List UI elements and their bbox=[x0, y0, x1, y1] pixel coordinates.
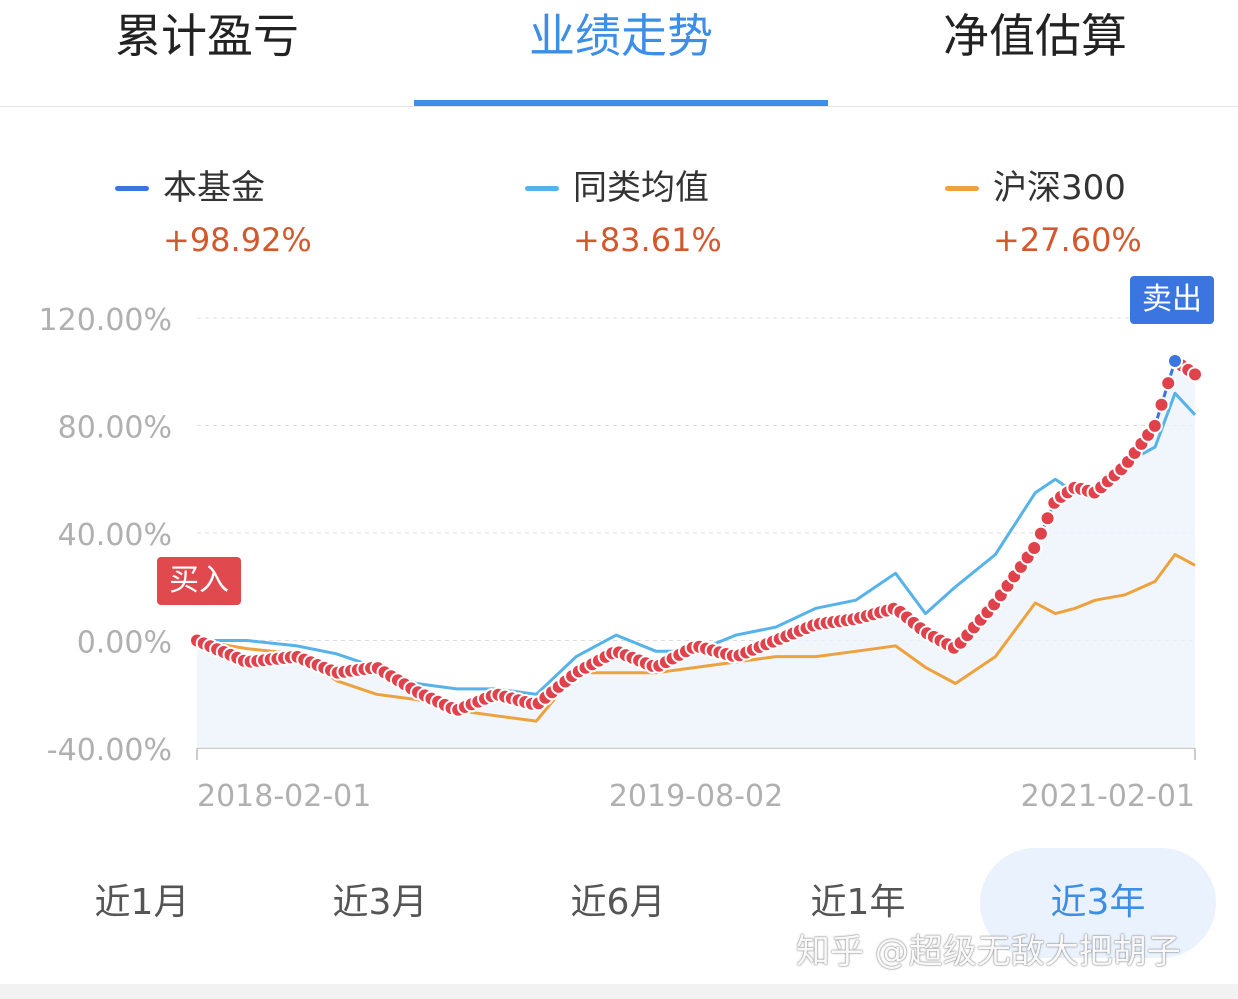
holding-dot bbox=[1187, 366, 1203, 383]
holding-dot bbox=[1153, 396, 1170, 413]
range-3-years[interactable]: 近3年 bbox=[980, 848, 1216, 958]
legend-value: +27.60% bbox=[993, 221, 1142, 259]
legend-swatch-fund bbox=[115, 186, 149, 191]
watermark: 知乎 @超级无敌大把胡子 bbox=[796, 932, 1181, 972]
time-range-selector: 近1月 近3月 近6月 近1年 近3年 bbox=[0, 848, 1238, 958]
y-tick-label: 40.00% bbox=[58, 518, 172, 553]
tab-bar: 累计盈亏 业绩走势 净值估算 bbox=[0, 0, 1238, 107]
y-tick-label: 0.00% bbox=[77, 626, 172, 661]
sell-point-dot bbox=[1167, 353, 1183, 369]
range-3-months[interactable]: 近3月 bbox=[332, 882, 428, 923]
legend-value: +98.92% bbox=[163, 221, 312, 259]
x-tick-label: 2018-02-01 bbox=[197, 779, 371, 814]
buy-marker-tag: 买入 bbox=[157, 557, 241, 605]
active-tab-indicator bbox=[414, 100, 828, 106]
tab-nav-estimate[interactable]: 净值估算 bbox=[943, 9, 1127, 63]
holding-dot bbox=[1026, 540, 1043, 556]
x-tick-label: 2019-08-02 bbox=[609, 779, 783, 814]
legend-swatch-category bbox=[525, 186, 559, 191]
y-tick-label: 80.00% bbox=[58, 411, 172, 446]
range-1-year[interactable]: 近1年 bbox=[810, 882, 906, 923]
y-tick-label: 120.00% bbox=[39, 303, 172, 338]
holding-dot bbox=[1146, 417, 1163, 434]
range-1-month[interactable]: 近1月 bbox=[94, 882, 190, 923]
holding-dot bbox=[1032, 525, 1049, 542]
y-tick-label: -40.00% bbox=[47, 733, 172, 768]
sell-marker-tag: 卖出 bbox=[1130, 276, 1214, 324]
series-line-csi300 bbox=[196, 553, 1196, 723]
bottom-strip bbox=[0, 984, 1238, 999]
performance-chart[interactable]: 120.00% 80.00% 40.00% 0.00% -40.00% 2018-02-0… bbox=[0, 270, 1238, 830]
tab-cumulative-pnl[interactable]: 累计盈亏 bbox=[115, 9, 299, 63]
legend-name: 本基金 bbox=[163, 168, 265, 208]
holding-dot bbox=[1039, 510, 1056, 527]
holding-dot bbox=[1160, 375, 1177, 392]
tab-performance-trend[interactable]: 业绩走势 bbox=[529, 9, 713, 63]
fund-area-fill bbox=[197, 361, 1195, 748]
legend-swatch-csi300 bbox=[945, 186, 979, 191]
range-6-months[interactable]: 近6月 bbox=[570, 882, 666, 923]
legend-name: 同类均值 bbox=[573, 168, 709, 208]
x-tick-label: 2021-02-01 bbox=[1021, 779, 1195, 814]
legend-value: +83.61% bbox=[573, 221, 722, 259]
legend-name: 沪深300 bbox=[993, 168, 1126, 208]
